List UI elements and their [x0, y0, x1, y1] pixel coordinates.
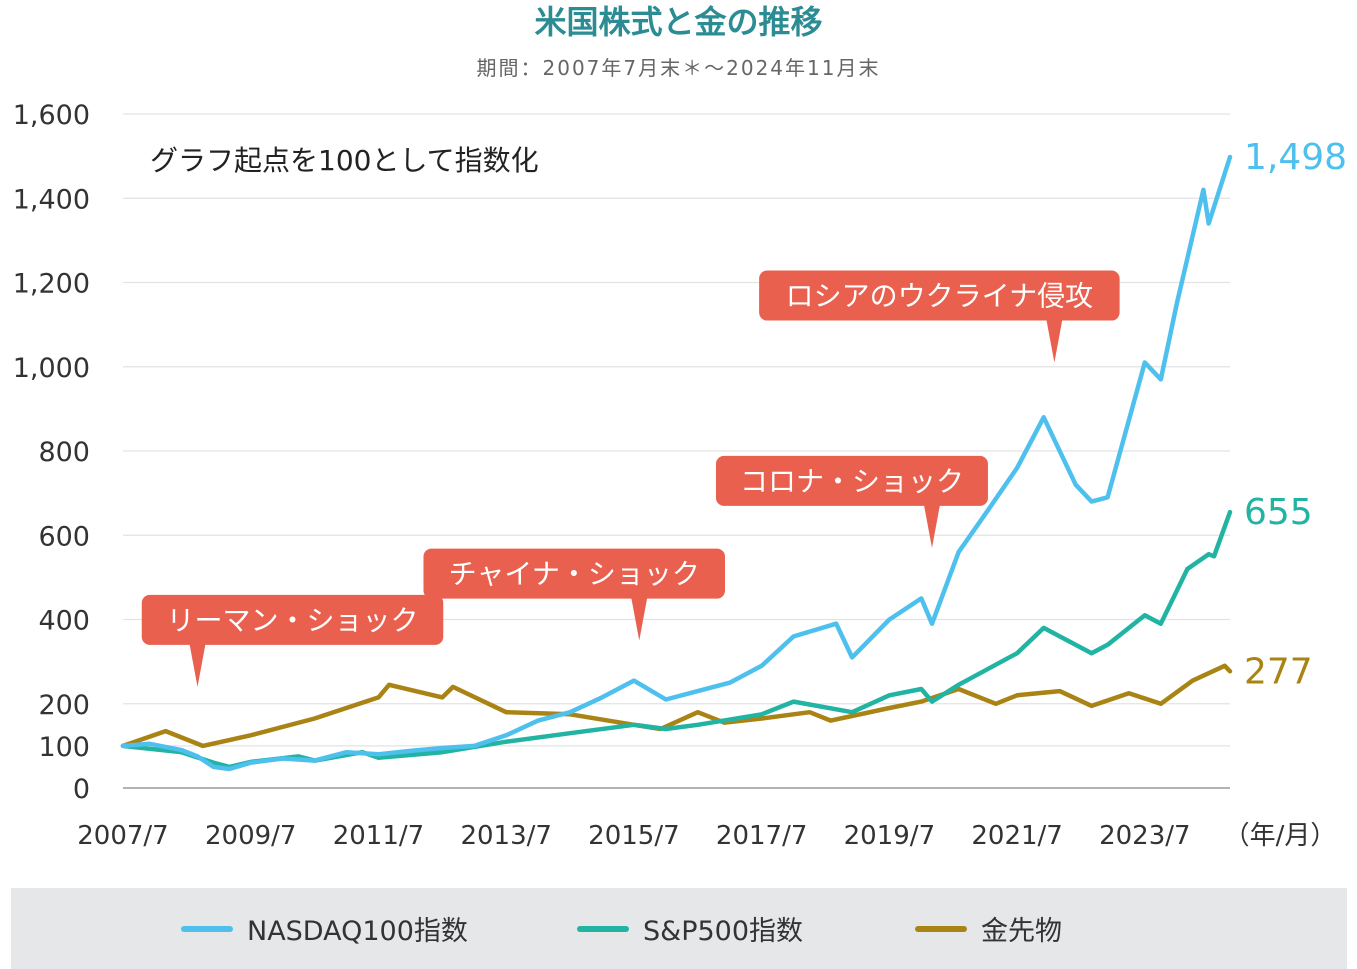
callout-ukraine-invasion-box	[759, 270, 1120, 321]
y-tick-label: 600	[38, 521, 90, 552]
end-label-nasdaq100: 1,498	[1244, 137, 1347, 178]
callout-lehman-shock-pointer	[189, 643, 206, 687]
series-sp500-line	[120, 509, 1233, 770]
callout-lehman-shock-box	[141, 594, 444, 645]
callout-ukraine-invasion-pointer	[1046, 319, 1063, 363]
callout-ukraine-invasion-text: ロシアのウクライナ侵攻	[786, 280, 1093, 313]
x-tick-label: 2007/7	[77, 821, 168, 851]
chart-subtitle: 期間：2007年7月末＊～2024年11月末	[476, 56, 881, 80]
line-chart: 0 100 200 400 600 800 1,000 1,200 1,400 1,600 2007…	[13, 100, 1347, 851]
chart-note: グラフ起点を100として指数化	[150, 144, 539, 177]
chart-title: 米国株式と金の推移	[534, 3, 823, 41]
legend-label-nasdaq: NASDAQ100指数	[247, 916, 468, 947]
series-nasdaq100-line	[120, 154, 1233, 772]
legend-item-nasdaq: NASDAQ100指数	[181, 888, 468, 969]
y-tick-label: 800	[38, 437, 90, 468]
y-tick-label: 1,600	[13, 100, 90, 131]
legend: NASDAQ100指数 S&P500指数 金先物	[11, 888, 1347, 969]
x-tick-label: 2023/7	[1099, 821, 1190, 851]
legend-label-gold: 金先物	[981, 916, 1062, 947]
series-gold-line	[120, 663, 1233, 749]
y-tick-label: 1,200	[13, 269, 90, 300]
y-tick-label: 200	[38, 690, 90, 721]
callout-china-shock-box	[423, 548, 725, 599]
x-tick-label: 2015/7	[588, 821, 679, 851]
y-tick-label: 100	[38, 732, 90, 763]
callout-corona-shock-box	[715, 455, 988, 506]
callout-china-shock-pointer	[631, 597, 648, 641]
y-tick-label: 1,000	[13, 353, 90, 384]
x-unit-label: （年/月）	[1224, 821, 1337, 851]
legend-swatch-nasdaq	[181, 925, 233, 932]
end-label-gold: 277	[1244, 651, 1313, 692]
end-label-sp500: 655	[1244, 492, 1313, 533]
x-tick-label: 2021/7	[971, 821, 1062, 851]
legend-item-sp500: S&P500指数	[577, 888, 803, 969]
legend-label-sp500: S&P500指数	[643, 916, 804, 947]
callout-china-shock-text: チャイナ・ショック	[449, 558, 700, 591]
x-tick-label: 2017/7	[716, 821, 807, 851]
x-tick-label: 2013/7	[460, 821, 551, 851]
y-tick-label: 0	[73, 774, 90, 805]
y-tick-label: 1,400	[13, 184, 90, 215]
legend-item-gold: 金先物	[915, 888, 1062, 969]
x-tick-label: 2019/7	[844, 821, 935, 851]
callout-lehman-shock-text: リーマン・ショック	[167, 604, 419, 637]
legend-swatch-gold	[915, 925, 967, 932]
x-tick-label: 2009/7	[205, 821, 296, 851]
y-tick-label: 400	[38, 606, 90, 637]
callout-corona-shock-text: コロナ・ショック	[740, 465, 964, 498]
callout-corona-shock-pointer	[923, 504, 940, 548]
x-tick-label: 2011/7	[333, 821, 424, 851]
legend-swatch-sp500	[577, 925, 629, 932]
